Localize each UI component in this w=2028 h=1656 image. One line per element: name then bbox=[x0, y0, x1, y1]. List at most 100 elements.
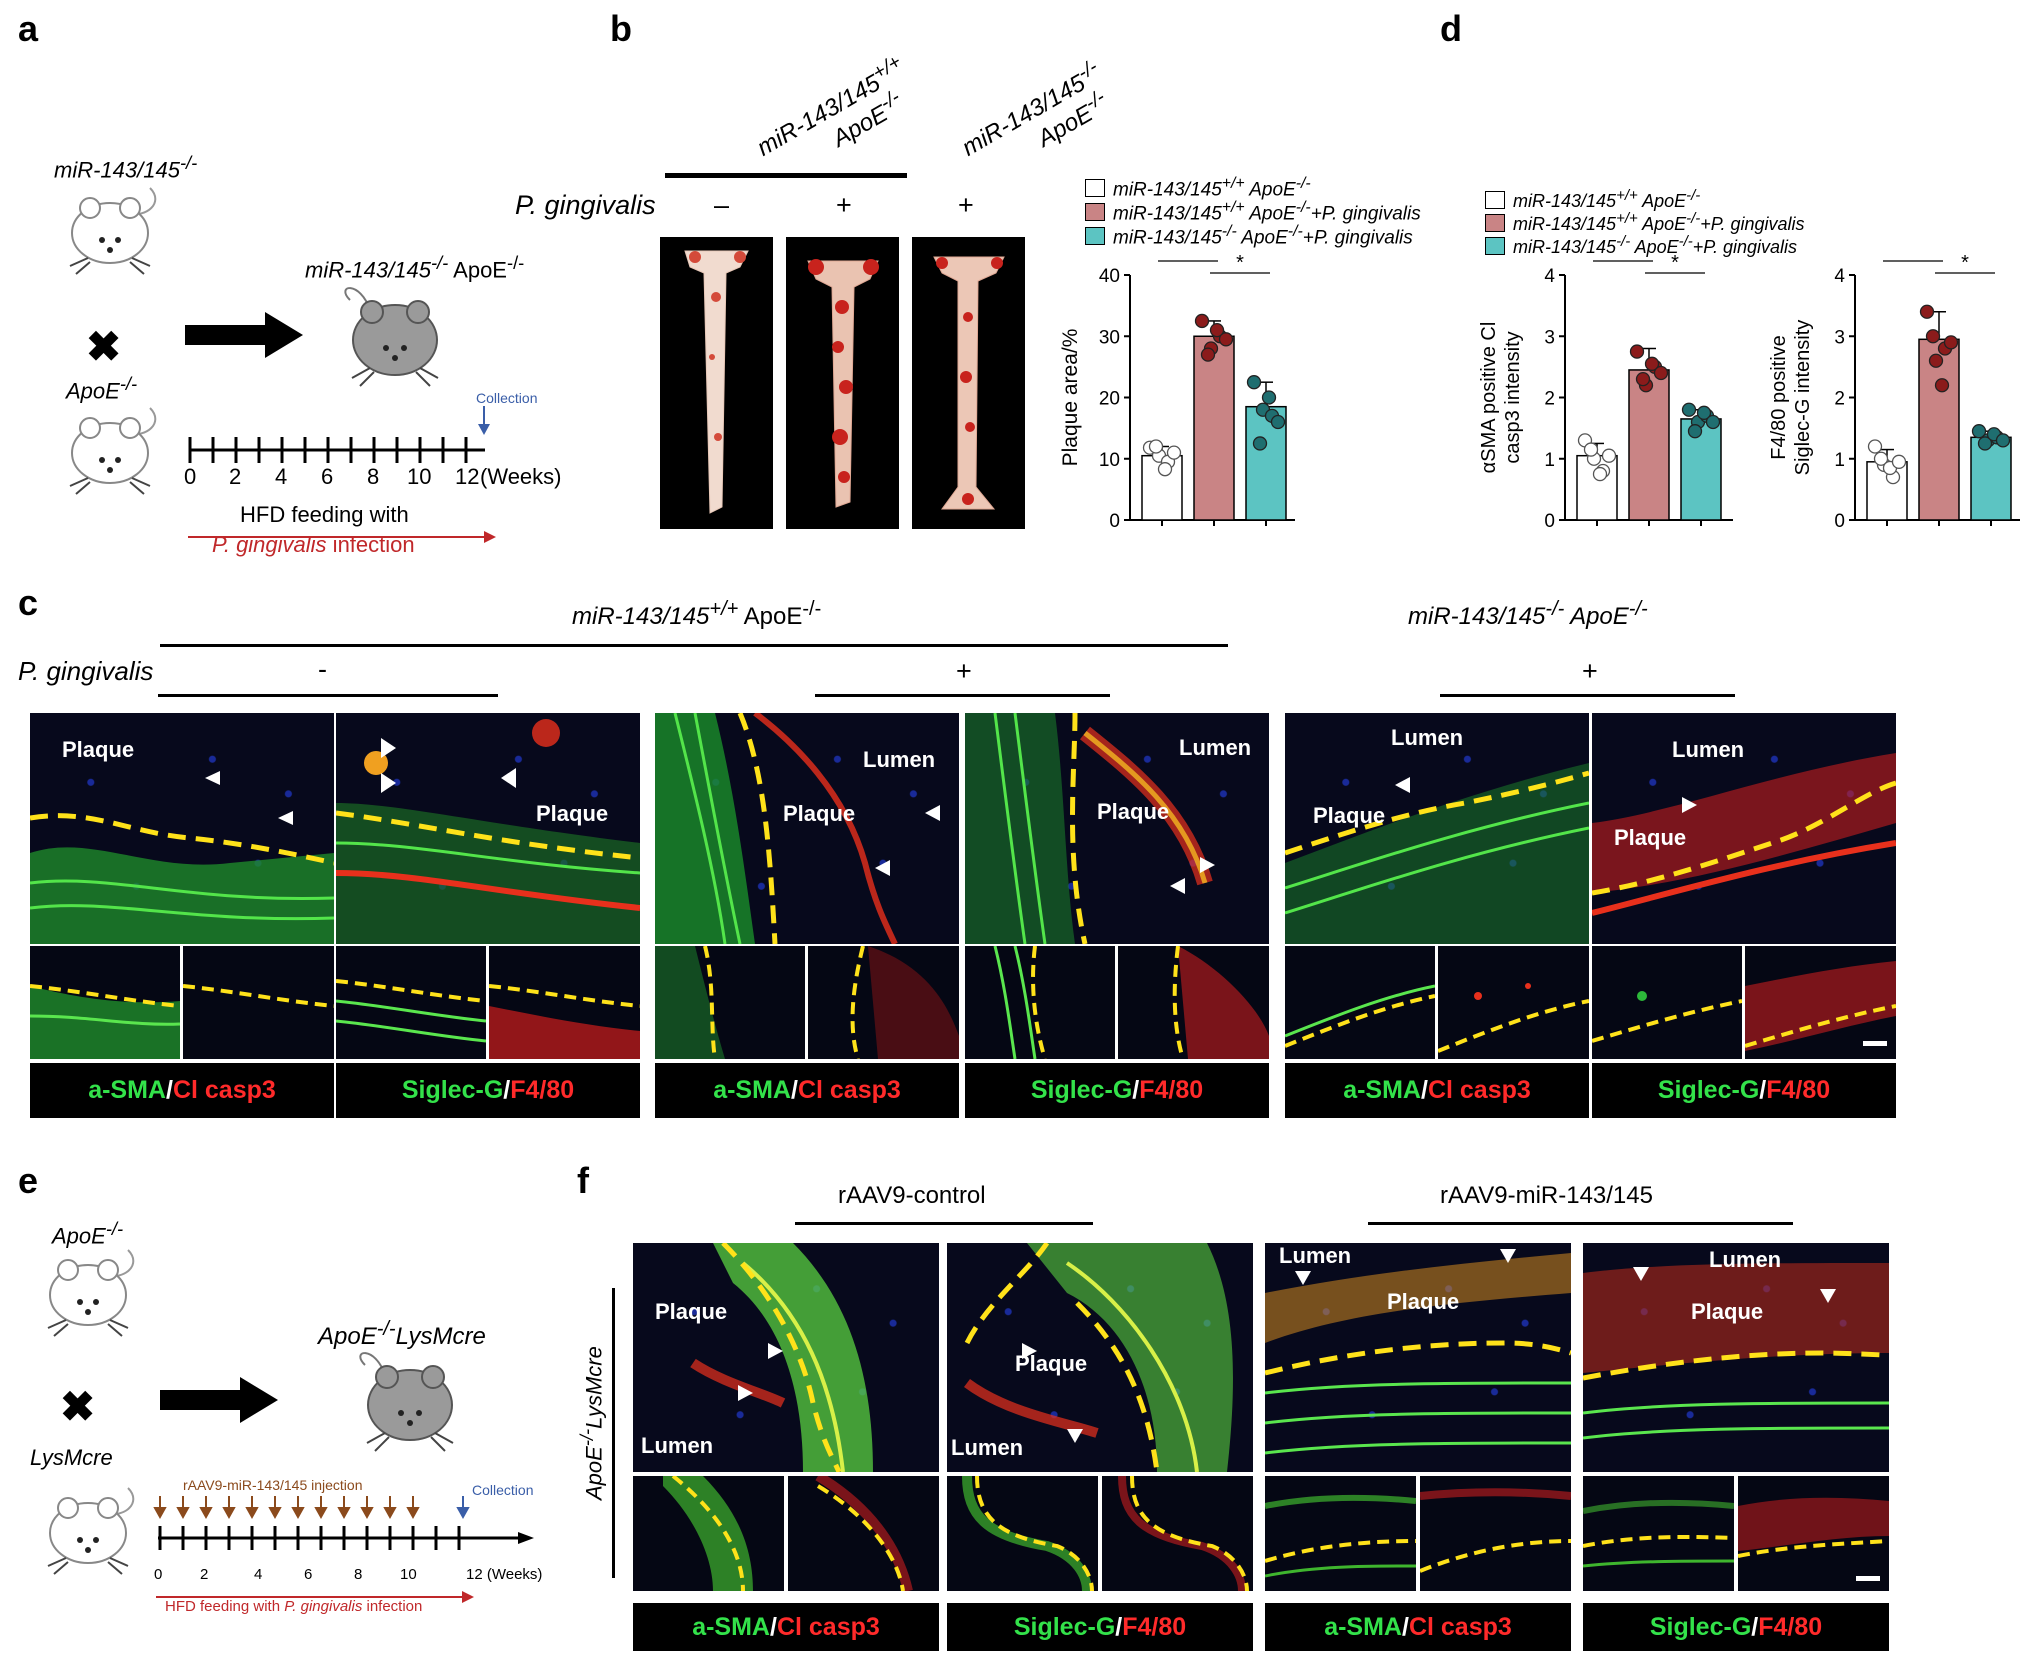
legend-b-item-3-a: miR-143/145 bbox=[1113, 227, 1222, 249]
f-thumb-4-red bbox=[1738, 1476, 1889, 1591]
data-point bbox=[1919, 304, 1935, 319]
f-stain-bar-2-slash: / bbox=[1115, 1612, 1123, 1641]
significance-label: * bbox=[1671, 255, 1679, 274]
data-point bbox=[1252, 436, 1268, 451]
timeline-e bbox=[153, 1496, 534, 1550]
f-stain-bar-1-red: Cl casp3 bbox=[776, 1612, 880, 1641]
legend-b-item-2-b: +/+ bbox=[1221, 199, 1245, 216]
f-stain-bar-1: a-SMA / Cl casp3 bbox=[633, 1603, 939, 1651]
f-thumb-2-red bbox=[1102, 1476, 1253, 1591]
y-tick-label: 3 bbox=[1544, 327, 1555, 348]
legend-b-item-2-a: miR-143/145 bbox=[1113, 203, 1222, 225]
data-point bbox=[1246, 375, 1262, 390]
c-thumb-2-green bbox=[336, 946, 486, 1059]
f-thumb-3-green bbox=[1265, 1476, 1416, 1591]
c-sign-3: + bbox=[1582, 656, 1598, 686]
c-stain-bar-4: Siglec-G / F4/80 bbox=[965, 1063, 1269, 1118]
legend-d-item-1-b: +/+ bbox=[1616, 187, 1638, 204]
f-image-2-lumen: Lumen bbox=[951, 1435, 1024, 1460]
f-stain-bar-4-red: F4/80 bbox=[1758, 1612, 1823, 1641]
c-image-5-lumen: Lumen bbox=[1391, 725, 1464, 750]
result-mouse-label-a-italic: miR-143/145 bbox=[305, 257, 431, 283]
timeline-tick-4: 4 bbox=[275, 464, 288, 489]
f-stain-bar-1-green: a-SMA bbox=[692, 1612, 770, 1641]
c-sign-bar-3 bbox=[1440, 694, 1735, 697]
y-tick-label: 40 bbox=[1099, 266, 1120, 287]
legend-d-swatch-2 bbox=[1485, 214, 1505, 232]
cross-icon: ✖ bbox=[86, 323, 122, 370]
e-injection-label: rAAV9-miR-143/145 injection bbox=[183, 1477, 363, 1493]
c-stain-bar-6-red: F4/80 bbox=[1766, 1076, 1831, 1104]
c-title-right-italic: miR-143/145 bbox=[1408, 603, 1546, 630]
e-result-label-tail: LysMcre bbox=[395, 1323, 486, 1350]
y-axis-label-line2: casp3 intensity bbox=[1502, 331, 1524, 463]
timeline-tick-2: 2 bbox=[229, 464, 242, 489]
c-thumb-4-red bbox=[1118, 946, 1269, 1059]
f-stain-bar-2-green: Siglec-G bbox=[1013, 1612, 1116, 1641]
data-point bbox=[1995, 433, 2011, 448]
c-title-left-tail: ApoE bbox=[738, 603, 803, 630]
c-sign-bar-2 bbox=[815, 694, 1110, 697]
pg-label-b: P. gingivalis bbox=[515, 190, 656, 220]
y-tick-label: 1 bbox=[1834, 450, 1845, 471]
c-image-3-lumen: Lumen bbox=[863, 747, 936, 772]
legend-b-swatch-1 bbox=[1085, 179, 1105, 197]
panel-label-c: c bbox=[18, 582, 39, 623]
mouse-label-mir-sup: -/- bbox=[179, 152, 198, 173]
c-thumb-1-green bbox=[30, 946, 180, 1059]
y-axis-label-line2: Siglec-G intensity bbox=[1792, 320, 1814, 476]
c-image-4-lumen: Lumen bbox=[1179, 735, 1252, 760]
c-image-6-plaque: Plaque bbox=[1614, 825, 1687, 850]
c-sign-2: + bbox=[956, 656, 972, 686]
data-point bbox=[1194, 313, 1210, 329]
f-image-4-main: Lumen Plaque bbox=[1583, 1243, 1889, 1472]
c-stain-bar-2: Siglec-G / F4/80 bbox=[336, 1063, 640, 1118]
e-feeding-label: HFD feeding with P. gingivalis infection bbox=[165, 1598, 422, 1615]
timeline-tick-6: 6 bbox=[321, 464, 334, 489]
f-image-2-main: Plaque Lumen bbox=[947, 1243, 1253, 1472]
c-thumb-5-green bbox=[1285, 946, 1435, 1059]
e-result-label: ApoE-/-LysMcre bbox=[318, 1318, 486, 1351]
legend-b-item-2-d: -/- bbox=[1295, 199, 1311, 216]
bar bbox=[1193, 335, 1235, 521]
legend-b-item-1-a: miR-143/145 bbox=[1113, 179, 1222, 201]
result-mouse-label-a-mid: ApoE bbox=[448, 257, 507, 283]
data-point bbox=[1601, 448, 1617, 463]
y-tick-label: 30 bbox=[1099, 327, 1120, 348]
y-tick-label: 4 bbox=[1834, 266, 1845, 287]
c-stain-bar-2-red: F4/80 bbox=[510, 1076, 575, 1104]
timeline-tick-8: 8 bbox=[367, 464, 380, 489]
c-thumb-3-green bbox=[655, 946, 805, 1059]
data-point bbox=[1943, 335, 1959, 350]
legend-d-item-2-a: miR-143/145 bbox=[1513, 214, 1617, 234]
mouse-label-mir: miR-143/145-/- bbox=[54, 152, 197, 183]
legend-b-item-3-c: ApoE bbox=[1236, 227, 1288, 249]
arrow-right-icon bbox=[185, 312, 303, 358]
legend-d-item-2-e: +P. gingivalis bbox=[1700, 214, 1805, 234]
legend-d-item-3: miR-143/145-/- ApoE-/-+P. gingivalis bbox=[1513, 233, 1797, 258]
c-thumb-1-red bbox=[183, 946, 334, 1059]
c-stain-bar-2-green: Siglec-G bbox=[401, 1076, 504, 1104]
mouse-icon-e-apoe bbox=[47, 1249, 135, 1337]
c-title-right-sup2: -/- bbox=[1628, 598, 1648, 620]
legend-b-item-1-d: -/- bbox=[1295, 175, 1311, 192]
legend-d-item-1: miR-143/145+/+ ApoE-/- bbox=[1513, 187, 1700, 212]
f-group1-bar bbox=[795, 1222, 1093, 1225]
e-tick-8: 8 bbox=[354, 1566, 363, 1583]
data-point bbox=[1583, 442, 1599, 457]
c-title-right: miR-143/145-/- ApoE-/- bbox=[1408, 598, 1648, 631]
significance-label: * bbox=[1619, 255, 1627, 262]
e-tick-0: 0 bbox=[154, 1566, 163, 1583]
f-group2-bar bbox=[1368, 1222, 1793, 1225]
data-point bbox=[1592, 466, 1608, 482]
data-point bbox=[1653, 365, 1669, 381]
legend-b-swatch-2 bbox=[1085, 203, 1105, 221]
e-feeding-arrow bbox=[156, 1591, 474, 1603]
c-stain-bar-4-slash: / bbox=[1132, 1076, 1140, 1104]
sign-b-1: – bbox=[714, 190, 730, 220]
e-tick-6: 6 bbox=[304, 1566, 313, 1583]
c-image-2-plaque: Plaque bbox=[536, 801, 609, 826]
f-thumb-4-green bbox=[1583, 1476, 1734, 1591]
data-point bbox=[1971, 424, 1987, 439]
c-stain-bar-5-slash: / bbox=[1421, 1076, 1428, 1104]
